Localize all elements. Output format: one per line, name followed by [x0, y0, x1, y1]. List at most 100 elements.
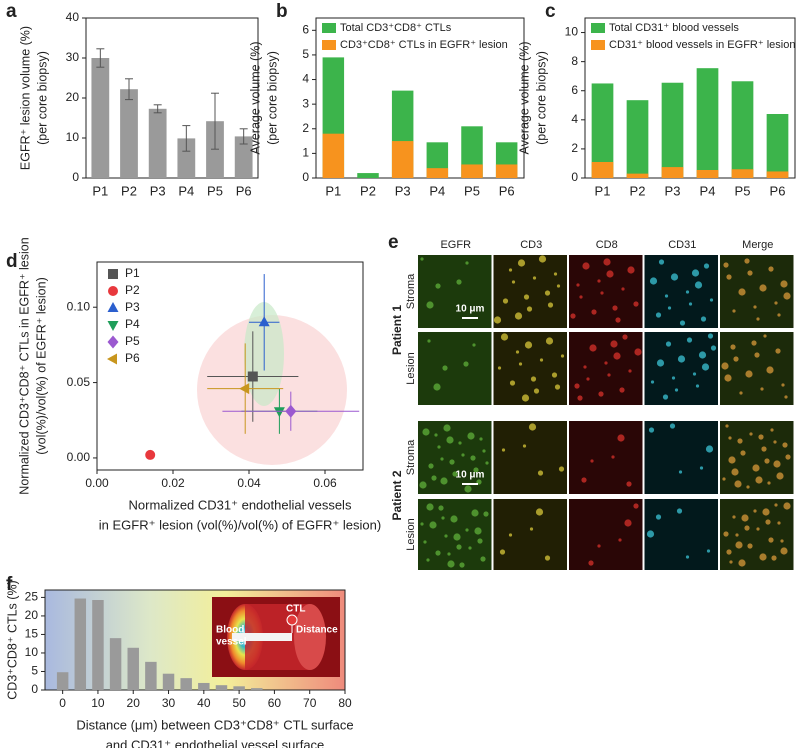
legend-label: P5 — [125, 334, 140, 348]
bar — [92, 600, 104, 690]
y-tick-label: 4 — [571, 112, 578, 126]
x-axis-label: and CD31⁺ endothelial vessel surface — [106, 737, 325, 748]
signal-spot — [518, 362, 523, 366]
x-tick-label: P6 — [770, 183, 786, 198]
signal-spot — [465, 261, 469, 265]
signal-spot — [665, 341, 672, 347]
bar — [180, 678, 192, 690]
signal-spot — [764, 458, 770, 464]
x-tick-label: P5 — [464, 183, 480, 198]
x-tick-label: 40 — [197, 696, 211, 710]
signal-spot — [533, 388, 540, 394]
legend-marker — [107, 335, 119, 349]
signal-spot — [465, 528, 469, 532]
signal-spot — [780, 547, 788, 555]
signal-spot — [508, 533, 513, 537]
y-tick-label: 2 — [302, 121, 309, 135]
plot-frame — [584, 17, 796, 179]
signal-spot — [590, 459, 594, 463]
column-header: CD31 — [668, 239, 696, 251]
signal-spot — [783, 502, 791, 510]
signal-spot — [667, 306, 672, 310]
y-tick-label: 0.05 — [67, 375, 91, 389]
signal-spot — [626, 481, 632, 487]
y-tick-label: 30 — [66, 50, 80, 64]
panel-letter: f — [6, 574, 13, 595]
signal-spot — [674, 388, 679, 392]
signal-spot — [774, 503, 778, 507]
signal-spot — [725, 424, 729, 428]
legend-swatch — [322, 23, 336, 33]
signal-spot — [449, 459, 455, 465]
patient-label: Patient 2 — [390, 470, 404, 520]
signal-spot — [535, 508, 544, 516]
y-tick-label: 0.10 — [67, 299, 91, 313]
legend-label: CD31⁺ blood vessels in EGFR⁺ lesion — [609, 39, 795, 51]
signal-spot — [744, 258, 750, 264]
signal-spot — [538, 255, 547, 263]
signal-spot — [784, 395, 788, 399]
y-tick-label: 0 — [31, 682, 38, 696]
signal-spot — [588, 560, 594, 566]
signal-spot — [611, 455, 615, 459]
inset-label: Distance — [296, 625, 338, 636]
signal-spot — [686, 337, 693, 343]
column-header: CD3 — [520, 239, 542, 251]
legend-label: P3 — [125, 300, 140, 314]
legend-swatch — [591, 23, 605, 33]
signal-spot — [700, 316, 707, 322]
signal-spot — [526, 306, 533, 312]
legend-marker — [107, 353, 117, 365]
y-axis-label: CD3⁺CD8⁺ CTLs (%) — [5, 580, 19, 699]
signal-spot — [734, 480, 742, 488]
signal-spot — [646, 530, 655, 538]
signal-spot — [461, 453, 465, 457]
bar — [198, 682, 210, 690]
plot-frame — [315, 17, 525, 179]
inset-label: CTL — [286, 604, 305, 615]
signal-spot — [517, 259, 526, 267]
bar — [661, 82, 684, 178]
micrograph — [720, 332, 794, 405]
signal-spot — [762, 508, 770, 516]
signal-spot — [756, 527, 760, 531]
signal-spot — [604, 361, 608, 365]
signal-spot — [524, 341, 533, 349]
panel-letter: d — [6, 251, 18, 272]
signal-spot — [724, 374, 732, 382]
x-axis-label: Normalized CD31⁺ endothelial vessels — [129, 497, 352, 512]
signal-spot — [612, 305, 618, 311]
vessel-far — [294, 604, 326, 670]
row-label: Lesion — [405, 352, 417, 384]
signal-spot — [435, 283, 441, 289]
signal-spot — [422, 428, 430, 436]
signal-spot — [570, 313, 576, 319]
bar — [322, 133, 345, 178]
signal-spot — [473, 467, 479, 473]
signal-spot — [483, 511, 489, 517]
signal-spot — [768, 266, 774, 272]
x-tick-label: 0.00 — [85, 476, 109, 490]
bar — [145, 661, 157, 690]
x-tick-label: P1 — [325, 183, 341, 198]
y-axis-label: Normalized CD3⁺CD8⁺ CTLs in EGFR⁺ lesion — [17, 237, 31, 494]
signal-spot — [577, 395, 583, 401]
signal-spot — [780, 539, 784, 543]
bar — [120, 89, 138, 178]
signal-spot — [669, 423, 676, 429]
bar — [495, 164, 518, 178]
y-axis-label: Average volume (%) — [517, 41, 531, 154]
signal-spot — [617, 434, 625, 442]
signal-spot — [763, 334, 767, 338]
signal-spot — [752, 464, 760, 472]
signal-spot — [501, 448, 506, 452]
signal-spot — [470, 455, 476, 461]
signal-spot — [499, 549, 506, 555]
y-tick-label: 6 — [302, 22, 309, 36]
legend-label: P2 — [125, 283, 140, 297]
signal-spot — [558, 466, 565, 472]
signal-spot — [701, 363, 710, 371]
signal-spot — [446, 436, 454, 444]
bar — [696, 68, 719, 178]
legend-label: P1 — [125, 266, 140, 280]
